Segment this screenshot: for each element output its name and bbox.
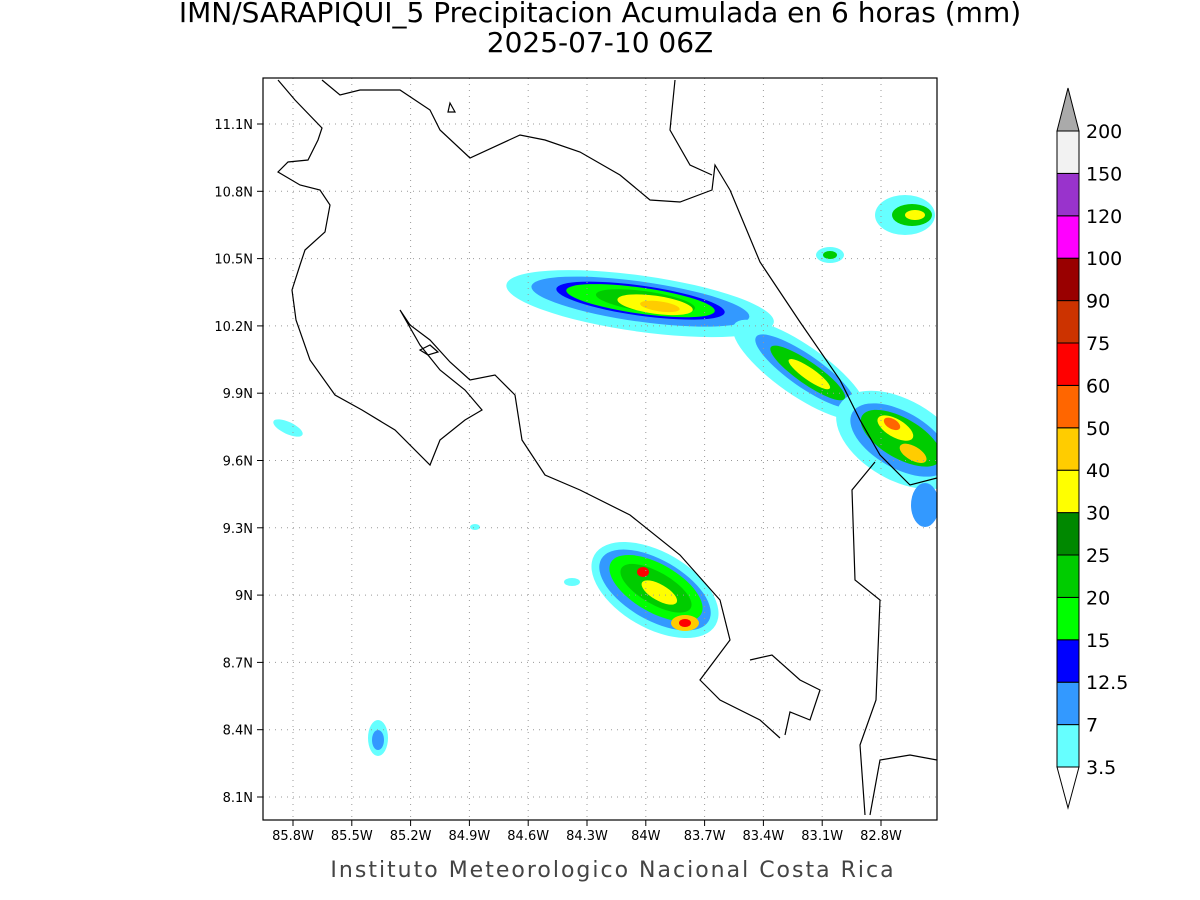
coastline	[669, 79, 937, 486]
colorbar-segment	[1056, 130, 1080, 174]
precip-area	[470, 524, 480, 530]
y-tick-label: 9.3N	[223, 522, 253, 537]
precip-area	[679, 619, 691, 627]
y-tick-label: 9.6N	[223, 454, 253, 469]
precip-area	[911, 483, 937, 527]
y-tick-label: 11.1N	[214, 118, 253, 133]
colorbar-segment	[1056, 172, 1080, 217]
colorbar-label: 120	[1086, 206, 1122, 228]
coastlines	[277, 79, 937, 816]
colorbar-label: 7	[1086, 715, 1098, 737]
y-tick-label: 8.4N	[223, 724, 253, 739]
colorbar-segment	[1056, 512, 1080, 556]
border	[321, 79, 731, 203]
precip-area	[591, 541, 719, 639]
x-tick-label: 83.4W	[742, 829, 784, 844]
colorbar-segment	[1056, 724, 1080, 768]
colorbar-label: 200	[1086, 121, 1122, 143]
precip-area	[637, 567, 649, 577]
island	[418, 101, 457, 356]
colorbar-segment	[1056, 554, 1080, 598]
colorbar-segment	[1056, 427, 1080, 471]
x-tick-label: 83.1W	[801, 829, 843, 844]
axis-ticks: 85.8W 85.5W 85.2W 84.9W 84.6W 84.3W 84W 83.7W 83…	[214, 118, 902, 844]
colorbar-segment	[1056, 384, 1080, 429]
y-tick-label: 9.9N	[223, 387, 253, 402]
precip-area	[823, 251, 837, 259]
colorbar-segment	[1056, 596, 1080, 641]
colorbar-label: 20	[1086, 587, 1110, 609]
x-tick-label: 85.2W	[390, 829, 432, 844]
colorbar-label: 12.5	[1086, 672, 1128, 694]
colorbar-label: 75	[1086, 333, 1110, 355]
precip-area	[273, 419, 303, 437]
colorbar-segment	[1056, 215, 1080, 259]
colorbar-label: 3.5	[1086, 757, 1116, 779]
coastline	[869, 754, 937, 816]
colorbar-label: 40	[1086, 460, 1110, 482]
colorbar-label: 60	[1086, 375, 1110, 397]
precip-area	[836, 390, 937, 490]
colorbar-label: 15	[1086, 630, 1110, 652]
precip-area	[372, 730, 384, 750]
grid	[263, 78, 937, 820]
title: IMN/SARAPIQUI_5 Precipitacion Acumulada …	[179, 0, 1021, 29]
x-tick-label: 83.7W	[684, 829, 726, 844]
x-tick-label: 84.3W	[566, 829, 608, 844]
precip-area	[506, 270, 774, 338]
y-tick-label: 10.5N	[214, 253, 253, 268]
precip-area	[732, 319, 868, 421]
colorbar-under	[1056, 766, 1080, 810]
colorbar-segment	[1056, 681, 1080, 726]
coastline	[749, 654, 821, 736]
colorbar-segment	[1056, 639, 1080, 683]
x-tick-label: 82.8W	[860, 829, 902, 844]
colorbar-label: 100	[1086, 248, 1122, 270]
colorbar-label: 50	[1086, 418, 1110, 440]
precip-area	[564, 578, 580, 586]
x-tick-label: 84.9W	[448, 829, 490, 844]
subtitle: 2025-07-10 06Z	[487, 26, 713, 59]
border	[851, 461, 881, 816]
plot-frame	[262, 77, 938, 821]
colorbar: 3.5 7 12.5 15 20 25 30 40 50 60 75 90 100 120 150 200	[1056, 87, 1128, 810]
x-tick-label: 84W	[631, 829, 661, 844]
colorbar-segment	[1056, 342, 1080, 386]
coastline	[277, 79, 781, 739]
y-tick-label: 9N	[235, 589, 253, 604]
precip-area	[905, 210, 925, 220]
precipitation-field	[273, 195, 937, 756]
x-tick-label: 85.8W	[272, 829, 314, 844]
y-tick-label: 10.8N	[214, 185, 253, 200]
colorbar-segment	[1056, 469, 1080, 514]
colorbar-label: 150	[1086, 163, 1122, 185]
y-tick-label: 8.1N	[223, 791, 253, 806]
colorbar-label: 30	[1086, 503, 1110, 525]
footer: Instituto Meteorologico Nacional Costa R…	[330, 858, 895, 883]
colorbar-label: 25	[1086, 545, 1110, 567]
x-tick-label: 85.5W	[331, 829, 373, 844]
colorbar-label: 90	[1086, 291, 1110, 313]
y-tick-label: 10.2N	[214, 320, 253, 335]
colorbar-segment	[1056, 257, 1080, 302]
y-tick-label: 8.7N	[223, 656, 253, 671]
x-tick-label: 84.6W	[507, 829, 549, 844]
colorbar-over	[1056, 87, 1080, 132]
colorbar-segment	[1056, 300, 1080, 344]
